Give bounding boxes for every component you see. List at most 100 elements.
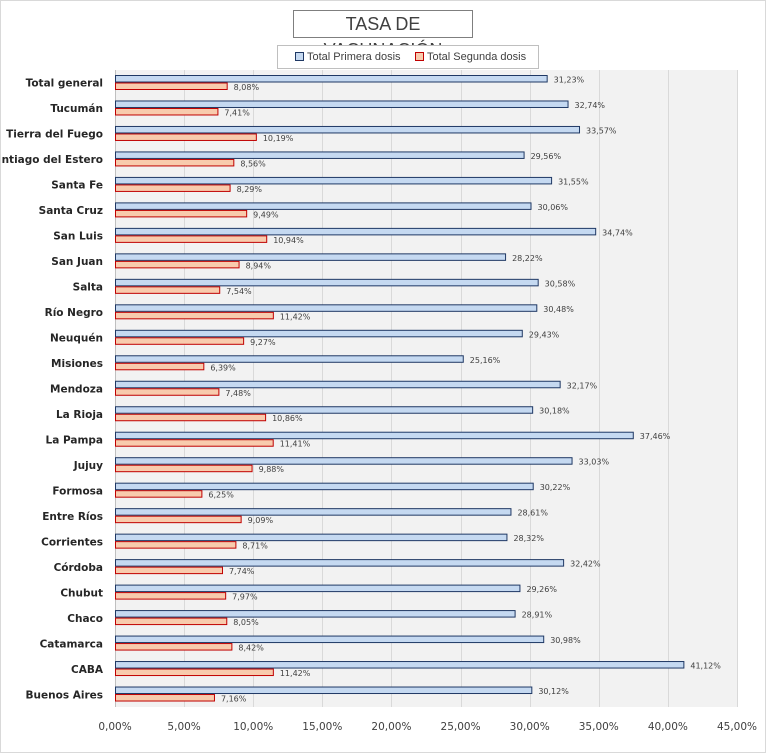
data-label-primera-tucuman: 32,74% (575, 101, 606, 110)
legend-label-primera-dosis: Total Primera dosis (307, 51, 401, 63)
data-label-primera-san-juan: 28,22% (512, 254, 543, 263)
bar-primera-santiago-del-estero (115, 151, 525, 159)
bar-segunda-santa-cruz (115, 209, 248, 218)
data-label-segunda-misiones: 6,39% (210, 363, 236, 372)
labels: 0,00% 5,00% 10,00% 15,00% 20,00% 25,00% 30,00%… (1, 76, 757, 734)
data-label-segunda-la-pampa: 11,41% (280, 440, 311, 449)
category-label-neuquen: Neuquén (50, 333, 103, 345)
bar-segunda-cordoba (115, 566, 223, 575)
data-label-segunda-buenos-aires: 7,16% (221, 695, 247, 704)
data-label-primera-tierra-del-fuego: 33,57% (586, 126, 617, 135)
bar-segunda-san-luis (115, 235, 268, 243)
category-label-cordoba: Córdoba (54, 562, 103, 574)
category-label-entre-rios: Entre Ríos (42, 511, 103, 523)
bar-primera-entre-rios (115, 508, 512, 516)
bar-segunda-san-juan (115, 260, 240, 269)
category-label-san-luis: San Luis (53, 231, 103, 243)
x-tick-label: 25,00% (441, 721, 481, 733)
bar-primera-rio-negro (115, 304, 538, 312)
bar-primera-la-rioja (115, 406, 534, 414)
bar-primera-corrientes (115, 533, 508, 542)
data-label-primera-jujuy: 33,03% (579, 458, 610, 467)
data-label-segunda-salta: 7,54% (226, 287, 252, 296)
bar-segunda-neuquen (115, 337, 245, 345)
data-label-segunda-neuquen: 9,27% (250, 338, 276, 347)
bar-segunda-rio-negro (115, 311, 274, 320)
bar-segunda-la-pampa (115, 439, 274, 447)
x-tick-label: 35,00% (579, 721, 619, 733)
category-label-formosa: Formosa (52, 485, 103, 497)
category-label-tierra-del-fuego: Tierra del Fuego (6, 129, 103, 141)
bar-primera-formosa (115, 482, 534, 491)
bar-segunda-salta (115, 286, 221, 294)
category-label-misiones: Misiones (51, 358, 103, 370)
data-label-segunda-total-general: 8,08% (234, 83, 260, 92)
data-label-segunda-la-rioja: 10,86% (272, 414, 303, 423)
bar-primera-tucuman (115, 100, 569, 108)
category-label-buenos-aires: Buenos Aires (26, 689, 103, 701)
data-label-primera-buenos-aires: 30,12% (538, 687, 569, 696)
bar-primera-chubut (115, 584, 521, 593)
data-label-primera-la-rioja: 30,18% (539, 407, 570, 416)
x-tick-label: 45,00% (717, 721, 757, 733)
data-label-segunda-catamarca: 8,42% (238, 644, 264, 653)
chart-title: TASA DE VACUNACIÓN (293, 10, 473, 60)
bar-primera-santa-cruz (115, 202, 532, 210)
bar-segunda-jujuy (115, 464, 253, 473)
x-tick-label: 10,00% (233, 721, 273, 733)
legend-entry-primera-dosis: Total Primera dosis (295, 50, 401, 64)
bar-segunda-formosa (115, 490, 203, 498)
data-label-primera-san-luis: 34,74% (602, 228, 633, 237)
bar-primera-neuquen (115, 329, 523, 338)
x-tick-label: 30,00% (510, 721, 550, 733)
x-tick-label: 40,00% (648, 721, 688, 733)
bar-primera-mendoza (115, 380, 561, 389)
bar-segunda-caba (115, 668, 274, 677)
data-label-segunda-chubut: 7,97% (232, 593, 258, 602)
bars (115, 75, 685, 702)
bar-segunda-buenos-aires (115, 694, 215, 702)
category-label-la-pampa: La Pampa (46, 434, 103, 446)
data-label-primera-mendoza: 32,17% (567, 381, 598, 390)
category-label-chubut: Chubut (60, 587, 103, 599)
bar-segunda-tierra-del-fuego (115, 133, 257, 141)
category-label-corrientes: Corrientes (41, 536, 103, 548)
bar-primera-santa-fe (115, 176, 553, 185)
data-label-segunda-tierra-del-fuego: 10,19% (263, 134, 294, 143)
data-label-primera-santa-fe: 31,55% (558, 177, 589, 186)
bar-primera-jujuy (115, 457, 573, 465)
data-label-primera-cordoba: 32,42% (570, 560, 601, 569)
bar-primera-buenos-aires (115, 686, 533, 695)
data-label-primera-formosa: 30,22% (540, 483, 571, 492)
data-label-segunda-entre-rios: 9,09% (248, 516, 274, 525)
bar-primera-tierra-del-fuego (115, 125, 581, 134)
bar-segunda-misiones (115, 362, 205, 371)
bar-segunda-santa-fe (115, 184, 231, 192)
bar-segunda-tucuman (115, 107, 219, 116)
legend: Total Primera dosis Total Segunda dosis (277, 45, 539, 69)
category-label-la-rioja: La Rioja (56, 409, 103, 421)
data-label-segunda-san-luis: 10,94% (273, 236, 304, 245)
category-label-chaco: Chaco (67, 613, 103, 625)
bar-primera-cordoba (115, 559, 565, 567)
data-label-primera-chubut: 29,26% (526, 585, 557, 594)
category-label-catamarca: Catamarca (40, 638, 103, 650)
bar-primera-catamarca (115, 635, 545, 644)
bar-segunda-chaco (115, 617, 228, 626)
data-label-primera-entre-rios: 28,61% (517, 509, 548, 518)
data-label-primera-catamarca: 30,98% (550, 636, 581, 645)
category-label-caba: CABA (71, 664, 104, 676)
x-tick-label: 15,00% (302, 721, 342, 733)
category-label-rio-negro: Río Negro (45, 307, 103, 319)
bar-primera-misiones (115, 355, 464, 363)
category-label-jujuy: Jujuy (73, 460, 103, 472)
data-label-segunda-mendoza: 7,48% (225, 389, 251, 398)
data-label-segunda-formosa: 6,25% (208, 491, 234, 500)
legend-swatch-primera-dosis (295, 51, 304, 61)
data-label-primera-la-pampa: 37,46% (640, 432, 671, 441)
legend-label-segunda-dosis: Total Segunda dosis (427, 51, 527, 63)
data-label-segunda-corrientes: 8,71% (242, 542, 268, 551)
data-label-primera-chaco: 28,91% (522, 611, 553, 620)
